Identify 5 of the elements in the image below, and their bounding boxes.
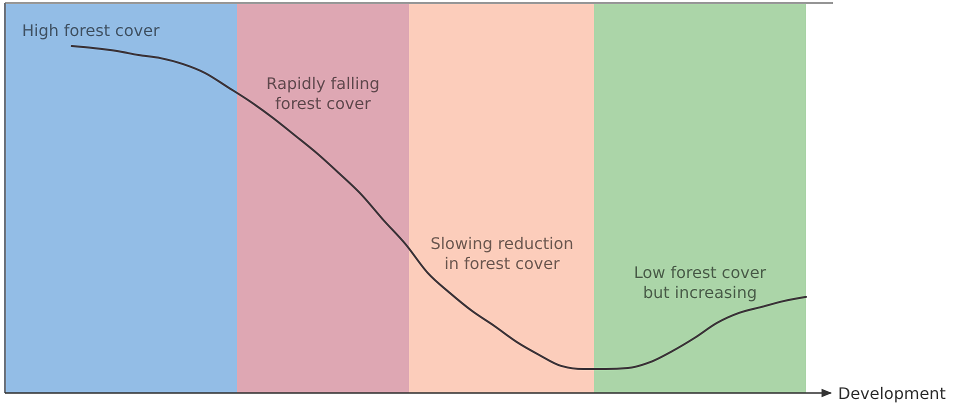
annotation: Slowing reduction in forest cover — [430, 234, 574, 273]
text: High forest cover — [22, 21, 160, 40]
annotation: Low forest cover but increasing — [634, 263, 767, 302]
annotation: Rapidly falling forest cover — [266, 74, 380, 113]
x-axis-title: Development — [838, 384, 946, 403]
